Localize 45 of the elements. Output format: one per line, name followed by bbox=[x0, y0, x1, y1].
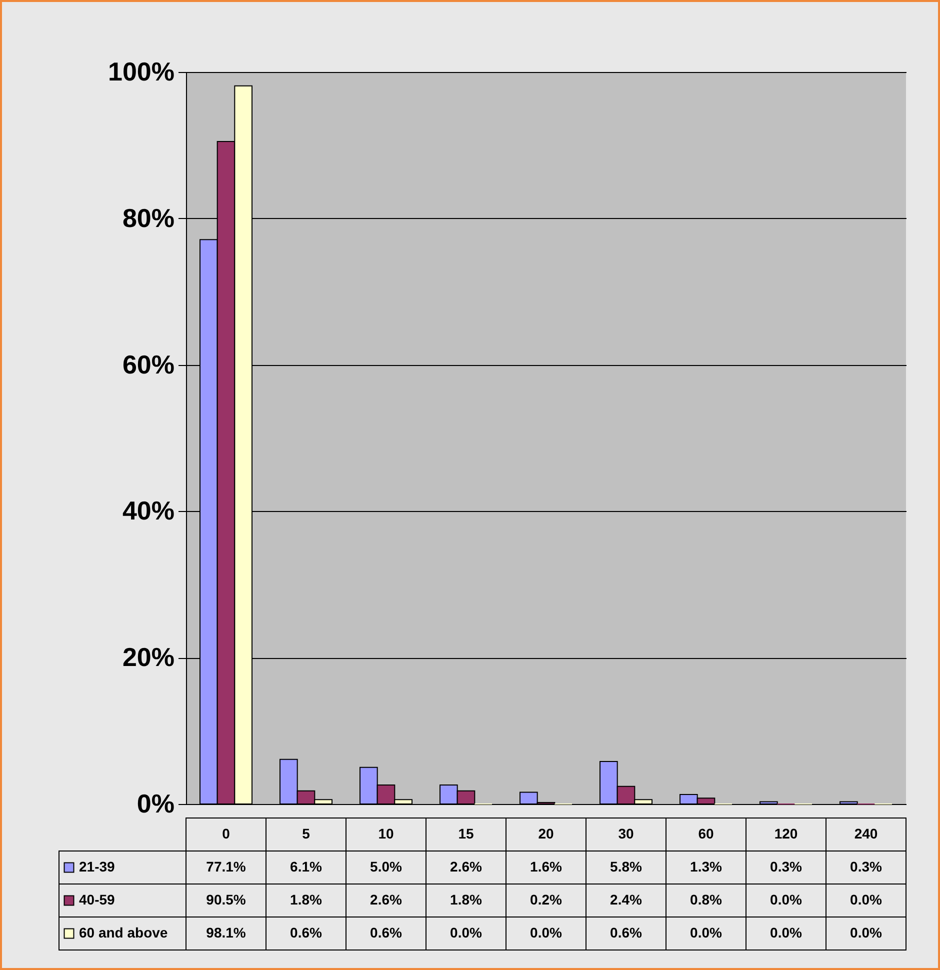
x-tick-label: 60 bbox=[698, 826, 714, 842]
data-label: 0.3% bbox=[850, 858, 882, 874]
data-label: 0.0% bbox=[450, 924, 482, 940]
data-label: 0.2% bbox=[530, 892, 562, 908]
data-label: 6.1% bbox=[290, 858, 322, 874]
x-tick-label: 20 bbox=[538, 826, 554, 842]
data-label: 0.0% bbox=[770, 924, 802, 940]
x-tick-label: 120 bbox=[774, 826, 798, 842]
data-label: 0.8% bbox=[690, 892, 722, 908]
data-label: 1.6% bbox=[530, 858, 562, 874]
data-label: 90.5% bbox=[206, 892, 246, 908]
data-label: 1.8% bbox=[450, 892, 482, 908]
data-label: 0.0% bbox=[770, 892, 802, 908]
y-tick-label: 20% bbox=[122, 642, 174, 672]
data-label: 0.6% bbox=[610, 924, 642, 940]
data-label: 77.1% bbox=[206, 858, 246, 874]
data-label: 2.6% bbox=[450, 858, 482, 874]
data-label: 0.3% bbox=[770, 858, 802, 874]
data-label: 0.0% bbox=[690, 924, 722, 940]
data-label: 1.3% bbox=[690, 858, 722, 874]
x-tick-label: 10 bbox=[378, 826, 394, 842]
data-label: 98.1% bbox=[206, 924, 246, 940]
x-tick-label: 30 bbox=[618, 826, 634, 842]
x-tick-label: 0 bbox=[222, 826, 230, 842]
legend-label: 60 and above bbox=[79, 924, 168, 940]
y-tick-label: 100% bbox=[108, 56, 174, 86]
data-label: 0.0% bbox=[530, 924, 562, 940]
x-tick-label: 5 bbox=[302, 826, 310, 842]
data-label: 0.6% bbox=[370, 924, 402, 940]
y-tick-label: 60% bbox=[122, 349, 174, 380]
y-tick-label: 80% bbox=[122, 202, 174, 233]
data-label: 5.0% bbox=[370, 858, 402, 874]
y-tick-label: 0% bbox=[136, 788, 174, 818]
y-tick-label: 40% bbox=[122, 496, 174, 526]
x-tick-label: 15 bbox=[458, 826, 474, 842]
data-label: 0.6% bbox=[290, 924, 322, 940]
legend-label: 21-39 bbox=[79, 858, 116, 874]
data-label: 5.8% bbox=[610, 858, 642, 874]
data-label: 2.6% bbox=[370, 892, 402, 908]
x-tick-label: 240 bbox=[854, 826, 878, 842]
data-label: 0.0% bbox=[850, 892, 882, 908]
data-label: 1.8% bbox=[290, 892, 322, 908]
data-label: 0.0% bbox=[850, 924, 882, 940]
legend-label: 40-59 bbox=[79, 892, 116, 908]
data-label: 2.4% bbox=[610, 892, 642, 908]
